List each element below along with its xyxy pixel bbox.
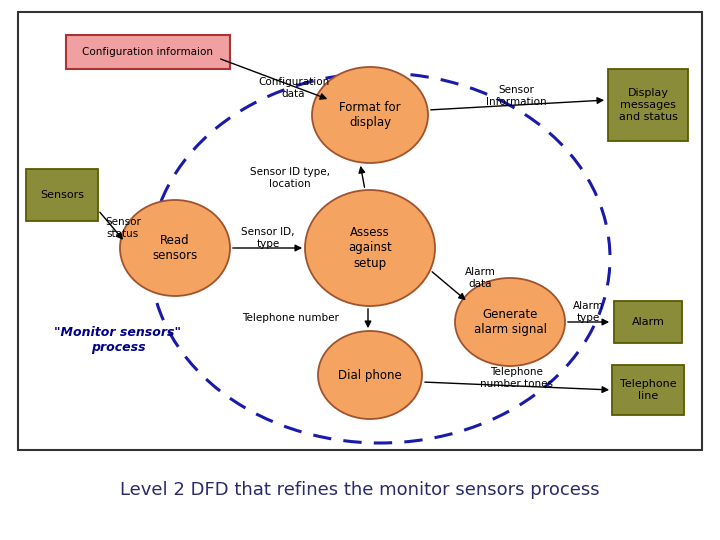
Text: Sensor ID type,
location: Sensor ID type, location [250, 167, 330, 189]
Text: Telephone number: Telephone number [242, 313, 338, 323]
Text: Configuration
data: Configuration data [258, 77, 329, 99]
Ellipse shape [318, 331, 422, 419]
Text: Dial phone: Dial phone [338, 368, 402, 381]
Text: Alarm
type: Alarm type [572, 301, 603, 323]
Text: Alarm
data: Alarm data [465, 267, 496, 289]
FancyBboxPatch shape [66, 35, 230, 69]
Text: Sensor
Information: Sensor Information [486, 85, 546, 107]
Ellipse shape [455, 278, 565, 366]
Text: Alarm: Alarm [631, 317, 665, 327]
Text: Assess
against
setup: Assess against setup [348, 226, 392, 269]
FancyBboxPatch shape [614, 301, 682, 343]
FancyBboxPatch shape [608, 69, 688, 141]
FancyBboxPatch shape [18, 12, 702, 450]
FancyBboxPatch shape [612, 365, 684, 415]
Text: Telephone
line: Telephone line [620, 379, 676, 401]
Text: Sensor
status: Sensor status [105, 217, 141, 239]
Text: Display
messages
and status: Display messages and status [618, 89, 678, 122]
Text: Generate
alarm signal: Generate alarm signal [474, 308, 546, 336]
Ellipse shape [312, 67, 428, 163]
Ellipse shape [305, 190, 435, 306]
Text: Telephone
number tones: Telephone number tones [480, 367, 552, 389]
Ellipse shape [120, 200, 230, 296]
Text: Sensor ID,
type: Sensor ID, type [241, 227, 294, 249]
FancyBboxPatch shape [26, 169, 98, 221]
Text: Configuration informaion: Configuration informaion [83, 47, 214, 57]
Text: Level 2 DFD that refines the monitor sensors process: Level 2 DFD that refines the monitor sen… [120, 481, 600, 499]
Text: Sensors: Sensors [40, 190, 84, 200]
Text: Read
sensors: Read sensors [153, 234, 197, 262]
Text: Format for
display: Format for display [339, 101, 401, 129]
Text: "Monitor sensors"
process: "Monitor sensors" process [55, 326, 181, 354]
